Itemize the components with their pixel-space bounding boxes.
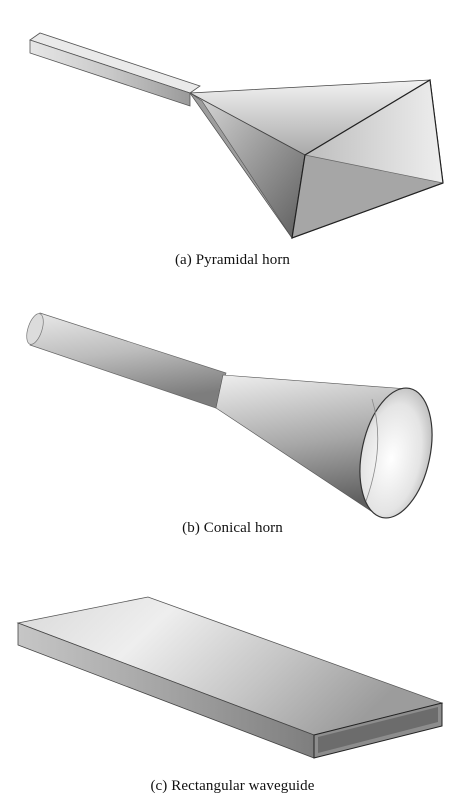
horn-aperture-lower [292,155,443,238]
caption-rectangular-waveguide: (c) Rectangular waveguide [150,778,315,794]
caption-conical-horn: (b) Conical horn [182,520,283,536]
horn-feed-top [29,32,201,94]
rectangular-waveguide-drawing [16,596,444,759]
pyramidal-horn-figure [0,0,465,250]
waveguide-opening-interior [318,707,438,753]
conical-horn-figure [0,295,465,525]
conical-horn-drawing [26,312,433,519]
cone-feed-cylinder [29,312,227,409]
horn-feed-side [29,39,191,107]
cone-feed-end [26,313,44,345]
pyramidal-horn-drawing [29,32,444,240]
caption-pyramidal-horn: (a) Pyramidal horn [174,252,291,268]
horn-aperture-upper [305,80,443,183]
rectangular-waveguide-figure [0,585,465,770]
cone-mouth [359,387,433,519]
horn-side-face [189,92,293,239]
